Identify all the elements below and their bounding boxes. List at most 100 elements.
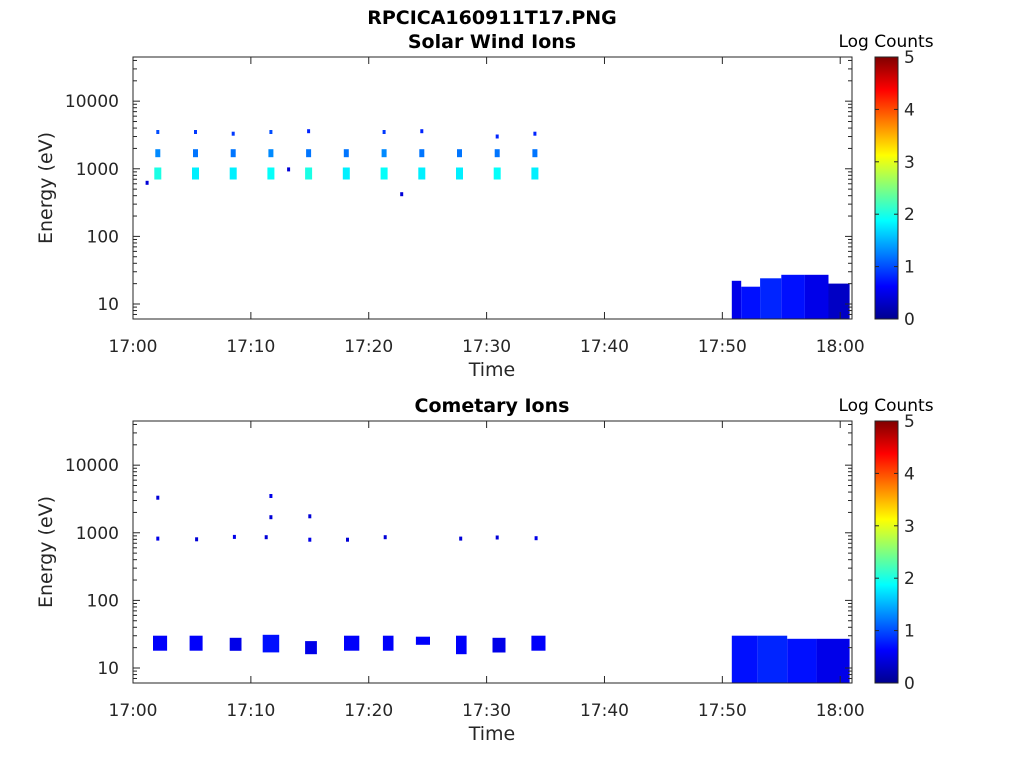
heatmap-cell [306,149,312,158]
heatmap-cell [459,536,463,541]
x-tick-label: 17:10 [226,701,275,721]
panel-title: Solar Wind Ions [408,31,576,53]
x-tick-label: 17:30 [462,337,511,357]
heatmap-block [456,635,467,655]
heatmap-cell [383,535,387,540]
plot-area: 10 100 1000 10000 17:00 17:10 17:20 17:30 17:40… [65,420,865,721]
x-axis-ticks: 17:00 17:10 17:20 17:30 17:40 17:50 18:00 [109,421,865,721]
heatmap-cell [400,192,404,197]
y-tick-label: 10000 [65,92,119,112]
colorbar-tick-label: 5 [904,48,915,68]
y-tick-label: 1000 [76,160,119,180]
panel-title: Cometary Ions [415,395,570,417]
heatmap-block [787,638,817,683]
heatmap-block [816,638,850,683]
y-axis-label: Energy (eV) [35,132,57,244]
heatmap-marks [153,494,850,683]
heatmap-cell [269,494,273,498]
heatmap-cell [264,535,268,540]
heatmap-cell [457,149,462,158]
plot-area: 10 100 1000 10000 17:00 17:10 17:20 17:30 17:40… [65,56,865,357]
x-tick-label: 17:00 [109,701,158,721]
heatmap-cell [156,495,160,500]
colorbar-tick-label: 5 [904,412,915,432]
heatmap-block [760,278,782,319]
heatmap-cell [269,130,273,134]
y-tick-label: 10000 [65,456,119,476]
y-axis-label: Energy (eV) [35,496,57,608]
heatmap-cell [231,131,235,136]
heatmap-cell [343,149,349,158]
y-axis-ticks: 10 100 1000 10000 [65,59,852,320]
heatmap-block [731,635,758,683]
heatmap-block [415,636,430,645]
x-tick-label: 17:10 [226,337,275,357]
heatmap-block [229,637,242,651]
colorbar-label: Log Counts [838,32,933,52]
heatmap-cell [192,167,199,180]
heatmap-cell [346,537,349,542]
figure-title: RPCICA160911T17.PNG [367,7,617,29]
colorbar: Log Counts 0 1 2 3 4 5 [838,396,933,694]
heatmap-cell [305,167,313,180]
colorbar-tick-label: 4 [904,464,915,484]
heatmap-block [757,635,788,683]
colorbar-tick-label: 3 [904,517,915,537]
y-tick-label: 100 [87,591,119,611]
heatmap-cell [307,129,311,134]
heatmap-cell [534,536,538,541]
heatmap-cell [267,167,275,180]
heatmap-block [828,283,850,319]
heatmap-cell [532,149,538,158]
heatmap-cell [230,149,236,158]
colorbar-label: Log Counts [838,396,933,416]
y-tick-label: 10 [97,295,119,315]
x-axis-ticks: 17:00 17:10 17:20 17:30 17:40 17:50 18:00 [109,57,865,357]
heatmap-block [382,635,394,651]
heatmap-cell [420,129,424,134]
heatmap-cell [495,134,499,139]
heatmap-cell [342,167,350,180]
colorbar-ticks: 0 1 2 3 4 5 [875,412,915,694]
heatmap-cell [155,149,161,158]
colorbar: Log Counts 0 1 2 3 4 5 [838,32,933,330]
heatmap-block [153,635,168,651]
axes-box [132,56,853,320]
colorbar-ticks: 0 1 2 3 4 5 [875,48,915,330]
heatmap-cell [195,537,199,542]
x-axis-label: Time [468,723,516,745]
colorbar-tick-label: 1 [904,258,915,278]
heatmap-cell [145,180,149,185]
heatmap-block [189,635,203,651]
x-tick-label: 18:00 [816,701,865,721]
heatmap-block [492,637,506,653]
heatmap-cell [268,149,274,158]
plot-frame [133,57,852,319]
x-axis-label: Time [468,359,516,381]
heatmap-cell [269,515,273,520]
heatmap-cell [156,536,160,541]
heatmap-cell [156,130,160,134]
heatmap-block [731,280,742,319]
x-tick-label: 17:50 [698,701,747,721]
colorbar-gradient [874,56,899,320]
heatmap-marks [145,129,850,319]
heatmap-cell [419,149,425,158]
x-tick-label: 17:20 [344,337,393,357]
colorbar-tick-label: 1 [904,622,915,642]
x-tick-label: 17:40 [580,701,629,721]
heatmap-block [804,274,829,319]
heatmap-cell [308,514,312,519]
colorbar-tick-label: 0 [904,310,915,330]
x-tick-label: 17:30 [462,701,511,721]
heatmap-cell [287,167,291,172]
heatmap-cell [232,534,236,539]
heatmap-cell [380,167,388,180]
heatmap-cell [229,167,237,180]
colorbar-tick-label: 0 [904,674,915,694]
colorbar-tick-label: 4 [904,100,915,120]
heatmap-block [781,274,805,319]
colorbar-tick-label: 2 [904,205,915,225]
heatmap-cell [494,149,500,158]
